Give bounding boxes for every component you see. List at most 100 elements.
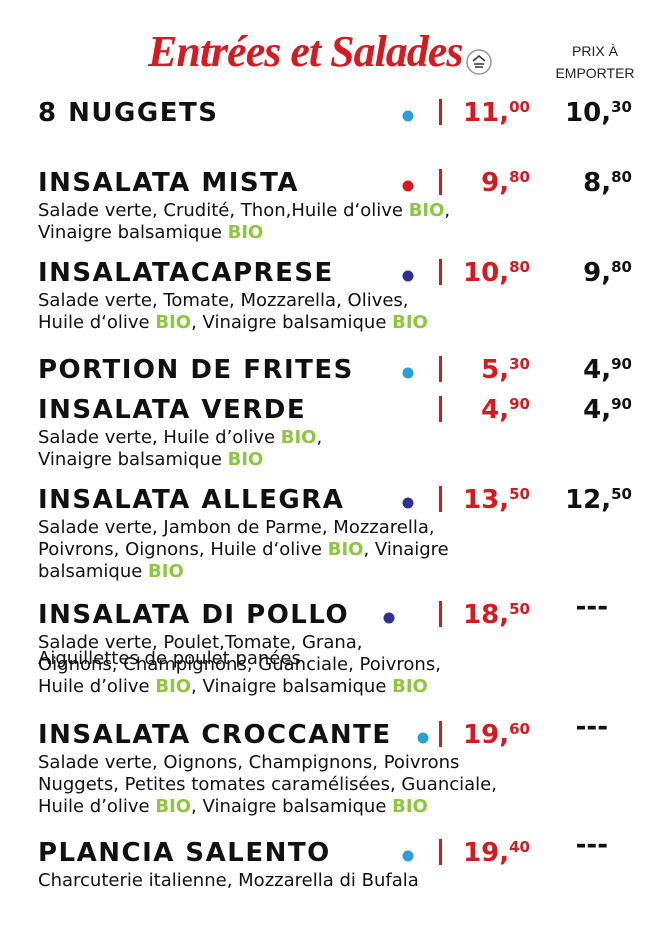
price-cents: 90: [509, 395, 530, 413]
price-main: 4,: [481, 395, 510, 425]
description-text: , Vinaigre balsamique: [191, 676, 393, 697]
item-description: Salade verte, Huile d’olive BIO,: [38, 427, 322, 449]
diet-dot: [402, 110, 414, 122]
item-name: INSALATA DI POLLO: [38, 600, 350, 630]
description-text: , Vinaigre balsamique: [191, 312, 393, 333]
price-bar: [439, 721, 442, 747]
price-cents: 40: [509, 838, 530, 856]
diet-dot: [402, 180, 414, 192]
item-description: balsamique BIO: [38, 561, 184, 583]
price-bar: [439, 486, 442, 512]
item-description: Vinaigre balsamique BIO: [38, 449, 263, 471]
description-text: , Vinaigre balsamique: [191, 796, 393, 817]
takeaway-cents: 90: [611, 355, 632, 373]
item-description: Oignons, Champignons, Guanciale, Poivron…: [38, 654, 441, 676]
item-description: Aiguillettes de poulet panées: [38, 648, 301, 669]
price-main: 18,: [463, 600, 510, 630]
item-name: INSALATA VERDE: [38, 395, 307, 425]
price-main: 19,: [463, 720, 510, 750]
price-main: 19,: [463, 838, 510, 868]
description-text: Salade verte, Jambon de Parme, Mozzarell…: [38, 517, 435, 538]
takeaway-main: 10,: [565, 98, 612, 128]
price: 13,50: [463, 485, 530, 515]
description-text: , Vinaigre: [363, 539, 449, 560]
description-text: ,: [316, 427, 323, 448]
item-name: INSALATA CROCCANTE: [38, 720, 392, 750]
price: 11,00: [463, 98, 530, 128]
description-text: balsamique: [38, 561, 149, 582]
item-name: PLANCIA SALENTO: [38, 838, 331, 868]
diet-dot: [383, 612, 395, 624]
item-name: INSALATA MISTA: [38, 168, 299, 198]
bio-label: BIO: [392, 312, 428, 333]
item-description: Charcuterie italienne, Mozzarella di Buf…: [38, 870, 419, 892]
price-bar: [439, 259, 442, 285]
takeaway-label: PRIX À: [572, 43, 618, 59]
item-name: INSALATA ALLEGRA: [38, 485, 345, 515]
takeaway-price: 12,50: [565, 485, 632, 515]
item-description: Nuggets, Petites tomates caramélisées, G…: [38, 774, 497, 796]
price: 19,60: [463, 720, 530, 750]
takeaway-price: 4,90: [583, 355, 632, 385]
description-text: Vinaigre balsamique: [38, 222, 228, 243]
bio-label: BIO: [148, 561, 184, 582]
price: 18,50: [463, 600, 530, 630]
description-text: Oignons, Champignons, Guanciale, Poivron…: [38, 654, 441, 675]
bio-label: BIO: [392, 796, 428, 817]
takeaway-price: ---: [575, 712, 608, 742]
diet-dot: [402, 497, 414, 509]
description-text: Poivrons, Oignons, Huile d‘olive: [38, 539, 328, 560]
price: 19,40: [463, 838, 530, 868]
bio-label: BIO: [280, 427, 317, 448]
price-cents: 50: [509, 485, 530, 503]
diet-dot: [402, 367, 414, 379]
description-text: Charcuterie italienne, Mozzarella di Buf…: [38, 870, 419, 891]
price-cents: 60: [509, 720, 530, 738]
takeaway-cents: 80: [611, 168, 632, 186]
item-description: Salade verte, Poulet,Tomate, Grana,: [38, 632, 363, 654]
price-main: 11,: [463, 98, 510, 128]
price-bar: [439, 99, 442, 125]
price-bar: [439, 839, 442, 865]
item-description: Salade verte, Tomate, Mozzarella, Olives…: [38, 290, 409, 312]
diet-dot: [402, 850, 414, 862]
description-text: Salade verte, Crudité, Thon,Huile d‘oliv…: [38, 200, 409, 221]
takeaway-label: EMPORTER: [555, 65, 635, 81]
takeaway-cents: 30: [611, 98, 632, 116]
takeaway-price: 9,80: [583, 258, 632, 288]
takeaway-price: 8,80: [583, 168, 632, 198]
description-text: Huile d’olive: [38, 796, 156, 817]
price-bar: [439, 169, 442, 195]
description-text: Salade verte, Oignons, Champignons, Poiv…: [38, 752, 460, 773]
takeaway-price: ---: [575, 592, 608, 622]
item-description: Salade verte, Oignons, Champignons, Poiv…: [38, 752, 459, 774]
description-text: Salade verte, Huile d’olive: [38, 427, 281, 448]
price-bar: [439, 601, 442, 627]
price: 9,80: [481, 168, 530, 198]
price-cents: 00: [509, 98, 530, 116]
takeaway-main: 9,: [583, 258, 612, 288]
bio-label: BIO: [392, 676, 428, 697]
item-description: Huile d’olive BIO, Vinaigre balsamique B…: [38, 796, 428, 818]
item-description: Salade verte, Jambon de Parme, Mozzarell…: [38, 517, 435, 539]
item-description: Poivrons, Oignons, Huile d‘olive BIO, Vi…: [38, 539, 449, 561]
diet-dot: [417, 732, 429, 744]
takeaway-main: 12,: [565, 485, 612, 515]
price: 10,80: [463, 258, 530, 288]
takeaway-cents: 80: [611, 258, 632, 276]
takeaway-price: ---: [575, 830, 608, 860]
takeaway-cents: 50: [611, 485, 632, 503]
takeaway-main: 4,: [583, 355, 612, 385]
description-text: Vinaigre balsamique: [38, 449, 228, 470]
price-bar: [439, 396, 442, 422]
takeaway-cents: 90: [611, 395, 632, 413]
price-cents: 80: [509, 258, 530, 276]
bio-label: BIO: [155, 676, 192, 697]
description-text: Huile d’olive: [38, 676, 156, 697]
bio-label: BIO: [155, 796, 192, 817]
takeaway-main: 8,: [583, 168, 612, 198]
price-cents: 80: [509, 168, 530, 186]
description-text: Salade verte, Poulet,Tomate, Grana,: [38, 632, 363, 653]
takeaway-main: 4,: [583, 395, 612, 425]
